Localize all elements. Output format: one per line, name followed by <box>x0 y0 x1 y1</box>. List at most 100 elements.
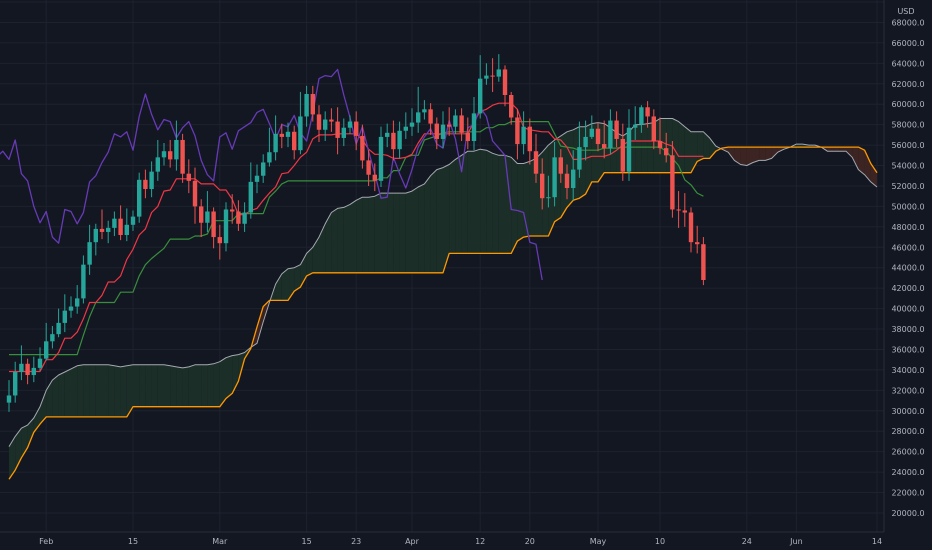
candle-body-56 <box>354 121 359 136</box>
candle-body-33 <box>211 211 216 238</box>
candle-9 <box>62 294 67 333</box>
cloud-segment-12 <box>83 364 90 417</box>
senkou-span-b-line <box>8 146 878 480</box>
cloud-segment-86 <box>542 145 549 237</box>
candle-body-77 <box>484 75 489 79</box>
cloud-segment-135 <box>846 147 853 158</box>
candle-body-92 <box>577 147 582 170</box>
time-tick-label: May <box>590 537 607 546</box>
price-tick-label: 22000.0 <box>891 489 924 498</box>
cloud-segment-49 <box>312 237 319 273</box>
cloud-segment-10 <box>71 365 78 417</box>
candle-31 <box>199 199 204 238</box>
cloud-segment-121 <box>759 147 766 161</box>
candle-40 <box>254 164 260 194</box>
candle-4 <box>31 356 36 383</box>
candle-46 <box>292 125 297 160</box>
candle-80 <box>502 65 508 107</box>
candle-16 <box>106 220 111 244</box>
candle-62 <box>391 120 396 161</box>
candle-99 <box>620 123 625 181</box>
candle-body-46 <box>292 131 297 151</box>
candle-43 <box>273 115 278 161</box>
candle-body-18 <box>118 218 123 236</box>
cloud-segment-0 <box>9 436 16 480</box>
candle-48 <box>304 85 309 127</box>
candle-body-31 <box>199 206 204 223</box>
grid-layer <box>0 0 884 532</box>
candle-body-29 <box>186 173 191 181</box>
cloud-segment-138 <box>864 150 871 182</box>
cloud-segment-26 <box>170 365 177 407</box>
price-axis[interactable]: 20000.0 22000.0 24000.0 26000.0 28000.0 30000… <box>891 18 924 518</box>
cloud-segment-24 <box>157 364 164 407</box>
candle-55 <box>347 115 353 134</box>
cloud-segment-119 <box>746 147 753 166</box>
price-tick-label: 26000.0 <box>891 448 924 457</box>
candle-body-20 <box>130 216 136 225</box>
candle-body-11 <box>75 298 80 307</box>
cloud-segment-63 <box>399 193 406 273</box>
candle-body-60 <box>378 136 384 181</box>
price-tick-label: 52000.0 <box>891 182 924 191</box>
candle-49 <box>310 85 315 122</box>
candle-body-111 <box>695 242 700 245</box>
cloud-segment-120 <box>753 147 760 163</box>
candle-body-88 <box>552 157 557 198</box>
cloud-segment-51 <box>325 212 332 273</box>
candle-21 <box>137 172 142 223</box>
candle-body-50 <box>316 114 322 130</box>
candle-body-38 <box>242 212 247 224</box>
candle-19 <box>124 208 129 242</box>
candle-body-89 <box>558 157 563 174</box>
candle-17 <box>112 211 117 237</box>
time-tick-label: Apr <box>405 537 420 546</box>
candle-52 <box>329 108 334 132</box>
candle-body-93 <box>583 136 588 148</box>
price-tick-label: 42000.0 <box>891 284 924 293</box>
candle-47 <box>298 91 303 155</box>
candle-body-2 <box>19 363 24 372</box>
candle-76 <box>478 55 483 119</box>
candle-body-55 <box>347 121 353 128</box>
candle-107 <box>670 140 675 218</box>
candle-body-34 <box>217 237 222 244</box>
candle-22 <box>143 169 148 199</box>
cloud-segment-43 <box>275 273 282 301</box>
candle-38 <box>242 202 247 232</box>
candle-body-42 <box>267 152 272 163</box>
candle-35 <box>223 202 229 252</box>
candle-112 <box>701 237 706 286</box>
candle-33 <box>211 207 216 249</box>
candle-body-103 <box>645 107 650 117</box>
candle-69 <box>434 117 439 150</box>
cloud-segment-61 <box>387 193 394 273</box>
candle-11 <box>75 285 80 314</box>
candle-body-52 <box>329 119 334 122</box>
candle-110 <box>688 207 694 253</box>
price-tick-label: 64000.0 <box>891 59 924 68</box>
cloud-segment-18 <box>120 365 127 417</box>
candle-81 <box>509 91 514 125</box>
cloud-segment-46 <box>294 264 301 292</box>
candle-66 <box>416 86 421 133</box>
candle-body-39 <box>248 181 253 213</box>
candle-37 <box>236 200 241 231</box>
candle-body-0 <box>6 395 12 403</box>
cloud-segment-66 <box>418 183 425 273</box>
candle-body-51 <box>323 119 328 130</box>
candle-13 <box>87 224 92 275</box>
candle-60 <box>378 126 384 187</box>
candle-body-82 <box>515 117 520 145</box>
candle-28 <box>180 133 185 183</box>
candle-2 <box>19 345 24 381</box>
cloud-segment-67 <box>424 175 431 273</box>
price-axis-panel[interactable] <box>884 0 932 550</box>
candle-body-71 <box>447 124 452 127</box>
cloud-segment-59 <box>374 193 381 273</box>
time-axis[interactable]: Feb 15 Mar 15 23 Apr 12 20 May 10 24 Jun 14 <box>39 537 882 546</box>
candle-body-64 <box>403 126 408 131</box>
candle-103 <box>645 101 650 128</box>
candle-0 <box>6 380 12 412</box>
